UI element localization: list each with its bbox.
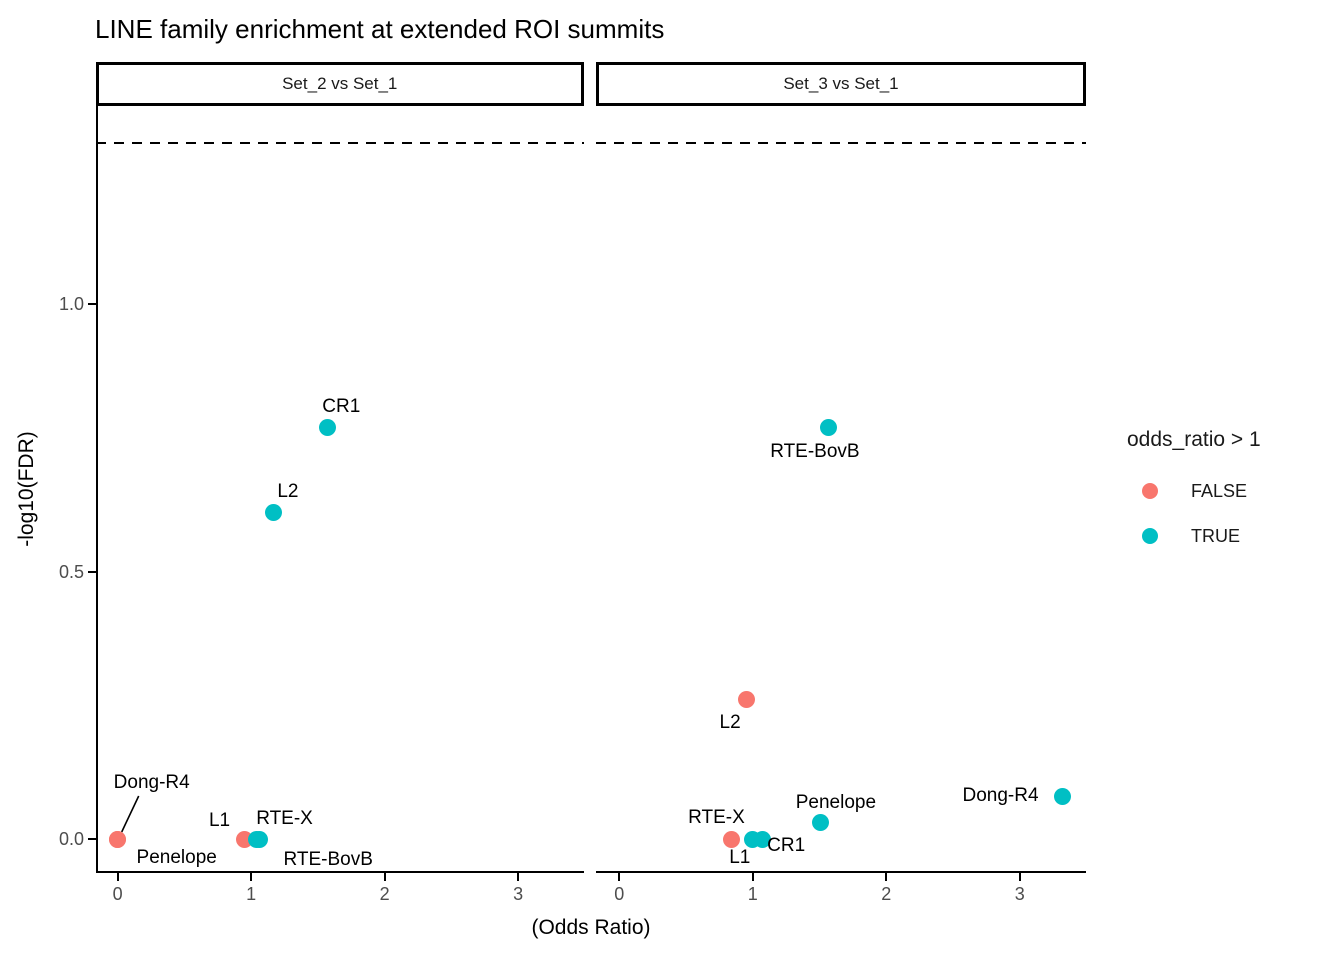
y-tick-label: 0.0: [58, 829, 84, 849]
threshold-dashed-line: [96, 141, 584, 145]
point-label-penelope: Penelope: [136, 847, 217, 868]
legend-false-dot-icon: [1142, 483, 1158, 499]
point-label-rte-x: RTE-X: [256, 808, 313, 829]
point-label-l1: L1: [729, 847, 751, 868]
x-tick-label: 1: [246, 884, 257, 904]
y-tick-label: 0.5: [58, 561, 84, 582]
facet-strip: Set_3 vs Set_1: [596, 62, 1086, 106]
point-cr1: [753, 830, 771, 848]
x-tick-mark: [116, 873, 119, 882]
point-label-l1: L1: [208, 810, 231, 831]
y-axis-title: -log10(FDR): [15, 431, 38, 547]
facet-strip: Set_2 vs Set_1: [96, 62, 584, 106]
label-leader-line: [120, 795, 140, 833]
point-label-l2: L2: [277, 480, 299, 502]
legend-true-dot-icon: [1142, 528, 1158, 544]
legend-title: odds_ratio > 1: [1127, 428, 1261, 451]
facet-strip-label: Set_2 vs Set_1: [282, 74, 398, 93]
point-label-rte-bovb: RTE-BovB: [770, 441, 860, 463]
x-tick-mark: [1018, 873, 1021, 882]
point-dong-r4: [1054, 787, 1072, 805]
point-label-l2: L2: [719, 711, 741, 733]
x-tick-label: 2: [379, 884, 390, 904]
y-tick-label: 1.0: [58, 294, 84, 314]
point-label-rte-x: RTE-X: [688, 807, 745, 828]
x-tick-label: 2: [881, 884, 892, 904]
y-tick-mark: [88, 303, 96, 305]
x-tick-mark: [618, 873, 621, 882]
point-penelope: [812, 814, 830, 832]
facet-strip-label: Set_3 vs Set_1: [783, 74, 899, 93]
threshold-dashed-line: [596, 141, 1086, 145]
x-tick-label: 3: [1014, 884, 1025, 904]
point-label-penelope: Penelope: [795, 791, 877, 813]
point-l2: [265, 504, 283, 522]
point-label-cr1: CR1: [767, 835, 806, 856]
y-axis-line: [96, 106, 99, 874]
point-label-cr1: CR1: [322, 396, 361, 418]
x-tick-mark: [885, 873, 888, 882]
x-axis-line: [596, 871, 1086, 874]
legend-true-label: TRUE: [1191, 526, 1240, 546]
point-cr1: [318, 418, 336, 436]
point-label-dong-r4: Dong-R4: [962, 785, 1039, 807]
x-axis-line: [96, 871, 584, 874]
point-rte-x: [722, 830, 740, 848]
x-tick-label: 0: [112, 884, 123, 904]
point-label-rte-bovb: RTE-BovB: [283, 849, 373, 870]
legend: odds_ratio > 1 FALSE TRUE: [1127, 428, 1337, 546]
x-tick-label: 0: [614, 884, 625, 904]
y-tick-mark: [88, 570, 96, 573]
plot-title: LINE family enrichment at extended ROI s…: [95, 14, 665, 44]
x-tick-label: 1: [747, 884, 758, 904]
point-label-dong-r4: Dong-R4: [113, 772, 190, 793]
legend-false-label: FALSE: [1191, 481, 1248, 501]
point-rte-bovb: [250, 830, 268, 848]
x-tick-mark: [517, 873, 520, 882]
x-tick-mark: [383, 873, 386, 882]
x-tick-mark: [751, 873, 754, 882]
x-tick-label: 3: [513, 884, 524, 904]
x-axis-title: (Odds Ratio): [531, 916, 651, 939]
point-l2: [737, 691, 755, 709]
x-tick-mark: [250, 873, 253, 882]
point-penelope: [109, 830, 127, 848]
point-rte-bovb: [820, 418, 838, 436]
y-tick-mark: [88, 838, 96, 840]
